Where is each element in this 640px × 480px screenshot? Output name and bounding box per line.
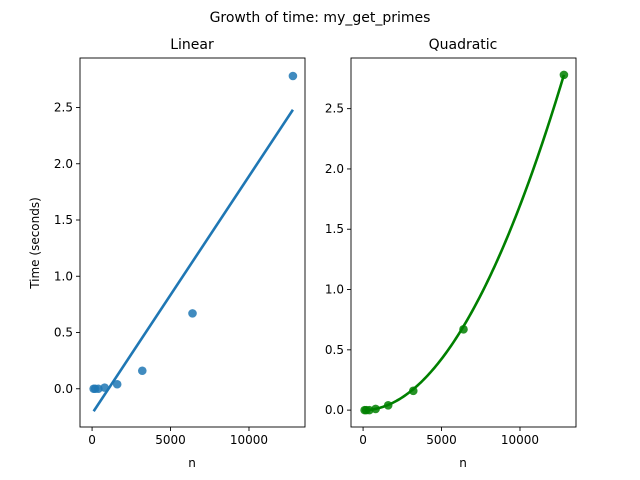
quadratic-data-point xyxy=(383,400,393,410)
figure-suptitle: Growth of time: my_get_primes xyxy=(210,10,431,26)
linear-x-tick-label: 5000 xyxy=(155,433,186,447)
quadratic-x-tick-label: 10000 xyxy=(501,433,539,447)
linear-x-tick-label: 0 xyxy=(88,433,96,447)
linear-panel-ylabel: Time (seconds) xyxy=(28,197,42,290)
linear-data-point xyxy=(100,383,109,392)
quadratic-panel-xlabel: n xyxy=(459,456,467,470)
linear-fit-line xyxy=(92,109,295,412)
linear-panel: Linear n Time (seconds) 0 5000 10000 0.00.… xyxy=(28,37,306,470)
linear-data-point xyxy=(288,71,298,81)
linear-fit-layer xyxy=(92,109,295,412)
linear-data-point xyxy=(137,366,147,376)
linear-panel-xlabel: n xyxy=(188,456,196,470)
quadratic-y-ticks: 0.0 0.5 1.0 1.5 2.0 2.5 xyxy=(325,102,351,417)
linear-data-point xyxy=(188,309,197,318)
linear-y-tick-label: 1.0 xyxy=(54,269,73,283)
quadratic-y-tick-label: 2.0 xyxy=(325,162,344,176)
quadratic-plot-frame xyxy=(350,57,577,428)
quadratic-panel-title: Quadratic xyxy=(429,37,498,53)
quadratic-panel: Quadratic n 0 5000 10000 0.0 0.5 1.0 1.5 2.0 2.… xyxy=(325,37,577,470)
quadratic-y-tick-label: 0.0 xyxy=(325,403,344,417)
linear-y-tick-label: 1.5 xyxy=(54,213,73,227)
linear-y-ticks: 0.0 0.5 1.0 1.5 2.0 2.5 xyxy=(54,101,80,396)
linear-x-tick-label: 10000 xyxy=(230,433,268,447)
quadratic-data-point xyxy=(408,386,418,396)
linear-data-point xyxy=(112,379,122,389)
quadratic-x-tick-label: 0 xyxy=(359,433,367,447)
quadratic-y-tick-label: 1.5 xyxy=(325,222,344,236)
quadratic-fit-layer xyxy=(364,74,566,412)
linear-panel-title: Linear xyxy=(170,37,214,53)
quadratic-fit-curve xyxy=(364,74,566,412)
quadratic-data-point xyxy=(459,325,468,334)
quadratic-x-tick-label: 5000 xyxy=(426,433,457,447)
linear-y-tick-label: 0.0 xyxy=(54,382,73,396)
linear-points-layer xyxy=(89,71,298,394)
linear-y-tick-label: 0.5 xyxy=(54,326,73,340)
quadratic-data-point xyxy=(559,70,569,80)
quadratic-y-tick-label: 0.5 xyxy=(325,343,344,357)
quadratic-x-ticks: 0 5000 10000 xyxy=(359,427,539,447)
linear-plot-frame xyxy=(79,57,306,428)
quadratic-y-tick-label: 1.0 xyxy=(325,283,344,297)
quadratic-data-point xyxy=(371,404,380,414)
quadratic-y-tick-label: 2.5 xyxy=(325,102,344,116)
linear-y-tick-label: 2.5 xyxy=(54,101,73,115)
linear-y-tick-label: 2.0 xyxy=(54,157,73,171)
linear-x-ticks: 0 5000 10000 xyxy=(88,427,268,447)
quadratic-points-layer xyxy=(360,70,569,415)
